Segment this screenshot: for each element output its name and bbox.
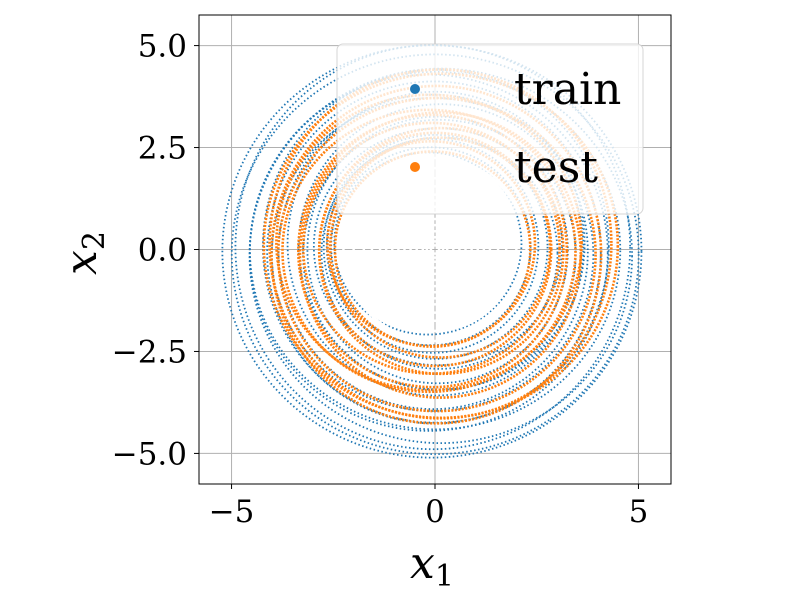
white-ring xyxy=(425,240,445,259)
y-tick-label: 2.5 xyxy=(138,131,187,167)
x-tick-label: −5 xyxy=(209,494,255,530)
scatter-ring xyxy=(248,67,633,445)
y-tick-label: −2.5 xyxy=(112,334,187,370)
x-tick-label: 5 xyxy=(629,494,649,530)
legend: train test xyxy=(336,43,644,215)
scatter-ring xyxy=(317,126,565,376)
scatter-ring xyxy=(297,103,585,391)
scatter-ring xyxy=(262,72,620,420)
y-tick-label: 0.0 xyxy=(138,233,187,269)
legend-marker-test xyxy=(410,162,420,172)
white-ring xyxy=(429,244,441,255)
y-tick-label: 5.0 xyxy=(138,29,187,65)
x-tick-label: 0 xyxy=(425,494,445,530)
scatter-ring xyxy=(297,113,569,389)
white-ring xyxy=(403,217,467,282)
legend-label-test: test xyxy=(514,142,598,193)
scatter-ring xyxy=(320,136,559,370)
y-tick-label: −5.0 xyxy=(112,436,187,472)
scatter-ring xyxy=(301,121,561,375)
axis-ticks: −5 0 5 5.0 2.5 0.0 −2.5 −5.0 xyxy=(112,29,649,530)
scatter-ring xyxy=(322,133,549,360)
legend-label-train: train xyxy=(514,64,621,115)
white-ring xyxy=(421,236,449,263)
white-ring xyxy=(409,223,461,276)
white-ring xyxy=(415,229,455,270)
scatter-ring xyxy=(326,140,537,348)
legend-marker-train xyxy=(410,84,420,94)
scatter-ring xyxy=(221,44,643,459)
x-axis-label: x1 xyxy=(410,538,454,594)
y-axis-label: x2 xyxy=(56,231,112,275)
scatter-ring xyxy=(277,93,589,410)
scatter-ring xyxy=(230,53,640,456)
scatter-ring xyxy=(333,151,523,336)
scatter-ring xyxy=(270,97,595,412)
